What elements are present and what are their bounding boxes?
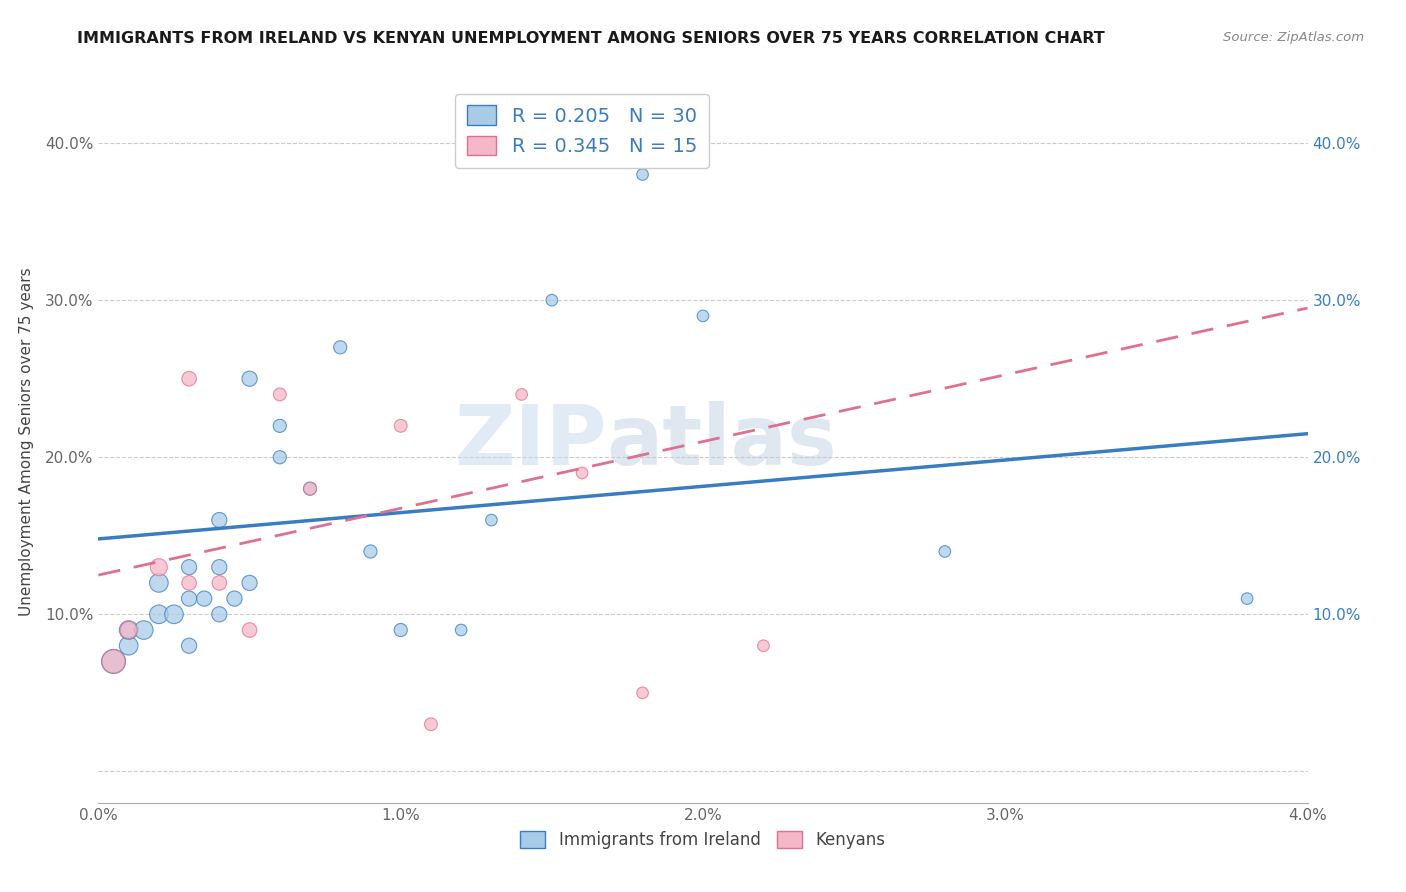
Point: [269, 418, 291, 433]
Point: [208, 513, 231, 527]
Point: [420, 717, 443, 731]
Point: [132, 623, 155, 637]
Point: [752, 639, 775, 653]
Point: [239, 372, 262, 386]
Point: [481, 513, 503, 527]
Point: [389, 418, 412, 433]
Point: [208, 560, 231, 574]
Point: [148, 560, 170, 574]
Point: [360, 544, 382, 558]
Point: [631, 686, 654, 700]
Point: [179, 575, 201, 590]
Text: ZIP: ZIP: [454, 401, 606, 482]
Point: [163, 607, 186, 622]
Point: [1236, 591, 1258, 606]
Point: [179, 639, 201, 653]
Point: [208, 607, 231, 622]
Y-axis label: Unemployment Among Seniors over 75 years: Unemployment Among Seniors over 75 years: [18, 268, 34, 615]
Point: [239, 623, 262, 637]
Point: [239, 575, 262, 590]
Point: [631, 168, 654, 182]
Point: [118, 623, 141, 637]
Point: [329, 340, 352, 354]
Point: [208, 575, 231, 590]
Point: [571, 466, 593, 480]
Point: [224, 591, 246, 606]
Point: [103, 655, 125, 669]
Point: [193, 591, 215, 606]
Point: [389, 623, 412, 637]
Point: [692, 309, 714, 323]
Text: Source: ZipAtlas.com: Source: ZipAtlas.com: [1223, 31, 1364, 45]
Point: [118, 639, 141, 653]
Point: [148, 575, 170, 590]
Point: [299, 482, 322, 496]
Point: [269, 450, 291, 465]
Point: [934, 544, 956, 558]
Point: [103, 655, 125, 669]
Point: [510, 387, 533, 401]
Point: [450, 623, 472, 637]
Point: [179, 591, 201, 606]
Point: [148, 607, 170, 622]
Text: IMMIGRANTS FROM IRELAND VS KENYAN UNEMPLOYMENT AMONG SENIORS OVER 75 YEARS CORRE: IMMIGRANTS FROM IRELAND VS KENYAN UNEMPL…: [77, 31, 1105, 46]
Point: [179, 372, 201, 386]
Point: [299, 482, 322, 496]
Point: [118, 623, 141, 637]
Point: [269, 387, 291, 401]
Point: [179, 560, 201, 574]
Legend: Immigrants from Ireland, Kenyans: Immigrants from Ireland, Kenyans: [513, 824, 893, 856]
Point: [540, 293, 562, 308]
Text: atlas: atlas: [606, 401, 837, 482]
